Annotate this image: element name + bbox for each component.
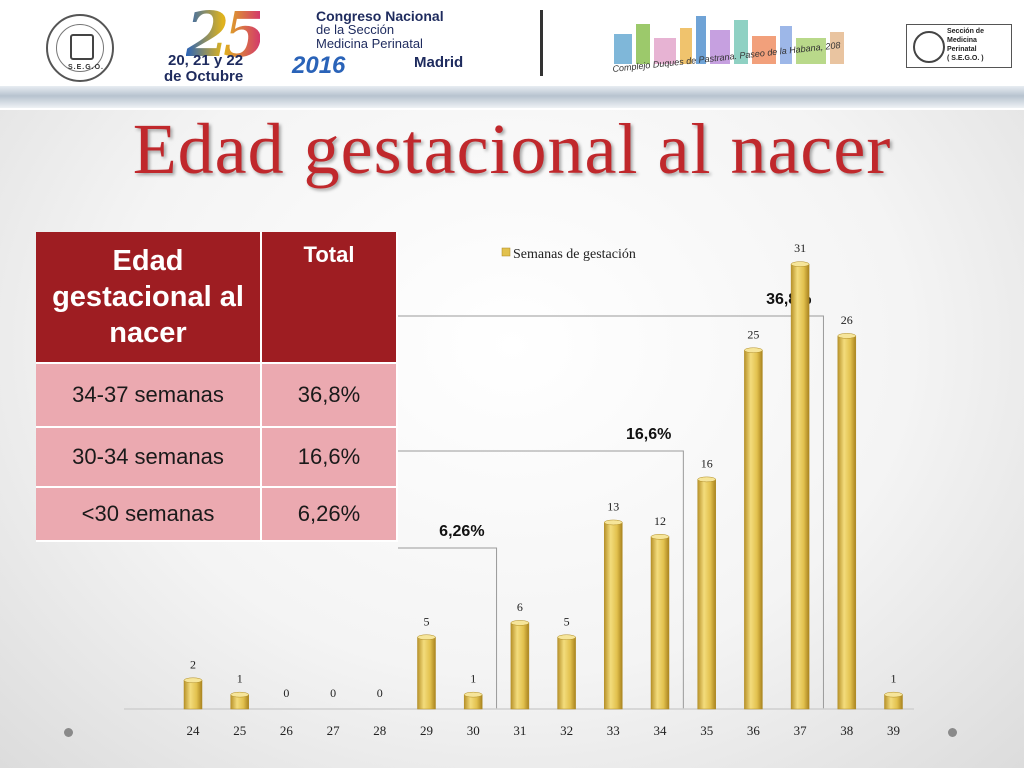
- table-row: 34-37 semanas 36,8%: [36, 364, 398, 428]
- banner-divider: [540, 10, 543, 76]
- chart-bar: [510, 622, 530, 710]
- chart-bar: [790, 263, 810, 710]
- perinatal-section-logo: Sección de Medicina Perinatal ( S.E.G.O.…: [906, 24, 1012, 68]
- right-logo-line-2: Medicina: [947, 37, 977, 44]
- x-tick-label: 38: [840, 723, 853, 738]
- table-row: 30-34 semanas 16,6%: [36, 428, 398, 488]
- chart-bar: [183, 680, 203, 710]
- x-tick-label: 39: [887, 723, 900, 738]
- row-label: <30 semanas: [36, 488, 262, 542]
- data-label: 0: [283, 686, 289, 700]
- x-tick-label: 26: [280, 723, 294, 738]
- data-label: 12: [654, 514, 666, 528]
- data-label: 13: [607, 499, 619, 513]
- chart-bar-cap: [510, 620, 530, 626]
- chart-bar-cap: [183, 677, 203, 684]
- row-value: 36,8%: [262, 364, 398, 428]
- annotation-label: 16,6%: [626, 426, 671, 443]
- perinatal-figure-icon: [913, 31, 945, 63]
- legend-label: Semanas de gestación: [513, 247, 636, 262]
- chart-bar-cap: [230, 691, 249, 698]
- chart-bar: [837, 335, 857, 710]
- x-tick-label: 27: [327, 723, 341, 738]
- data-label: 2: [190, 657, 196, 671]
- chart-bar-cap: [557, 634, 576, 640]
- slide-title: Edad gestacional al nacer: [132, 109, 892, 189]
- slide-nav-dot-left[interactable]: [64, 728, 73, 737]
- data-label: 0: [377, 686, 383, 700]
- x-tick-label: 31: [513, 723, 526, 738]
- annotation-bracket-line: [398, 547, 498, 709]
- data-label: 1: [891, 672, 897, 686]
- dates-line-1: 20, 21 y 22: [168, 52, 244, 69]
- anniversary-number: 25: [186, 0, 266, 71]
- annotation-bracket-line: [398, 315, 824, 709]
- row-label: 30-34 semanas: [36, 428, 262, 488]
- x-tick-label: 33: [607, 723, 620, 738]
- chart-bar-cap: [884, 691, 903, 698]
- table-row: <30 semanas 6,26%: [36, 488, 398, 542]
- x-tick-label: 37: [794, 723, 808, 738]
- banner-stripe: [0, 86, 1024, 108]
- data-label: 6: [517, 600, 523, 614]
- data-label: 16: [701, 456, 713, 470]
- sego-seal-logo: S.E.G.O.: [46, 14, 114, 82]
- event-line-3: Medicina Perinatal: [316, 36, 423, 51]
- conference-banner: S.E.G.O. 25 20, 21 y 22 de Octubre Congr…: [0, 0, 1024, 110]
- right-logo-line-1: Sección de: [947, 28, 984, 35]
- annotation-bracket-line: [398, 450, 684, 709]
- table-header-total: Total: [262, 232, 398, 364]
- chart-bar: [650, 536, 670, 710]
- data-label: 1: [470, 672, 476, 686]
- data-label: 0: [330, 686, 336, 700]
- row-value: 6,26%: [262, 488, 398, 542]
- chart-bar-cap: [604, 519, 623, 526]
- x-tick-label: 36: [747, 723, 761, 738]
- chart-bar-cap: [697, 476, 716, 483]
- event-line-1: Congreso Nacional: [316, 8, 444, 24]
- chart-bar-cap: [463, 691, 483, 698]
- data-label: 5: [564, 614, 570, 628]
- year-label: 2016: [292, 52, 346, 79]
- chart-bar: [417, 637, 436, 710]
- chart-bar-cap: [790, 261, 810, 267]
- chart-bar-cap: [837, 333, 857, 339]
- x-tick-label: 32: [560, 723, 573, 738]
- x-tick-label: 25: [233, 723, 246, 738]
- event-line-2: de la Sección: [316, 22, 395, 37]
- data-label: 25: [747, 327, 759, 341]
- x-tick-label: 30: [467, 723, 480, 738]
- chart-bar: [604, 522, 623, 710]
- x-tick-label: 24: [187, 723, 201, 738]
- x-tick-label: 28: [373, 723, 386, 738]
- right-logo-line-4: ( S.E.G.O. ): [947, 55, 984, 62]
- x-tick-label: 35: [700, 723, 713, 738]
- right-logo-line-3: Perinatal: [947, 46, 977, 53]
- city-label: Madrid: [414, 54, 464, 71]
- chart-bar-cap: [744, 347, 763, 353]
- row-value: 16,6%: [262, 428, 398, 488]
- x-tick-label: 29: [420, 723, 433, 738]
- table-header-row: Edad gestacional al nacer Total: [36, 232, 398, 364]
- madrid-skyline-logo: [604, 8, 854, 70]
- chart-bar: [557, 637, 576, 710]
- chart-bar: [697, 479, 716, 710]
- dates-line-2: de Octubre: [164, 68, 244, 85]
- slide-nav-dot-right[interactable]: [948, 728, 957, 737]
- data-label: 1: [237, 672, 243, 686]
- gestational-age-table: Edad gestacional al nacer Total 34-37 se…: [36, 232, 398, 542]
- chart-bar-cap: [417, 634, 436, 640]
- data-label: 26: [841, 313, 853, 327]
- data-label: 5: [424, 614, 430, 628]
- x-tick-label: 34: [654, 723, 668, 738]
- row-label: 34-37 semanas: [36, 364, 262, 428]
- chart-bar-cap: [650, 534, 670, 540]
- annotation-label: 6,26%: [439, 523, 484, 540]
- legend-swatch: [501, 247, 511, 257]
- data-label: 31: [794, 241, 806, 255]
- table-header-label: Edad gestacional al nacer: [36, 232, 262, 364]
- chart-bar: [744, 350, 763, 710]
